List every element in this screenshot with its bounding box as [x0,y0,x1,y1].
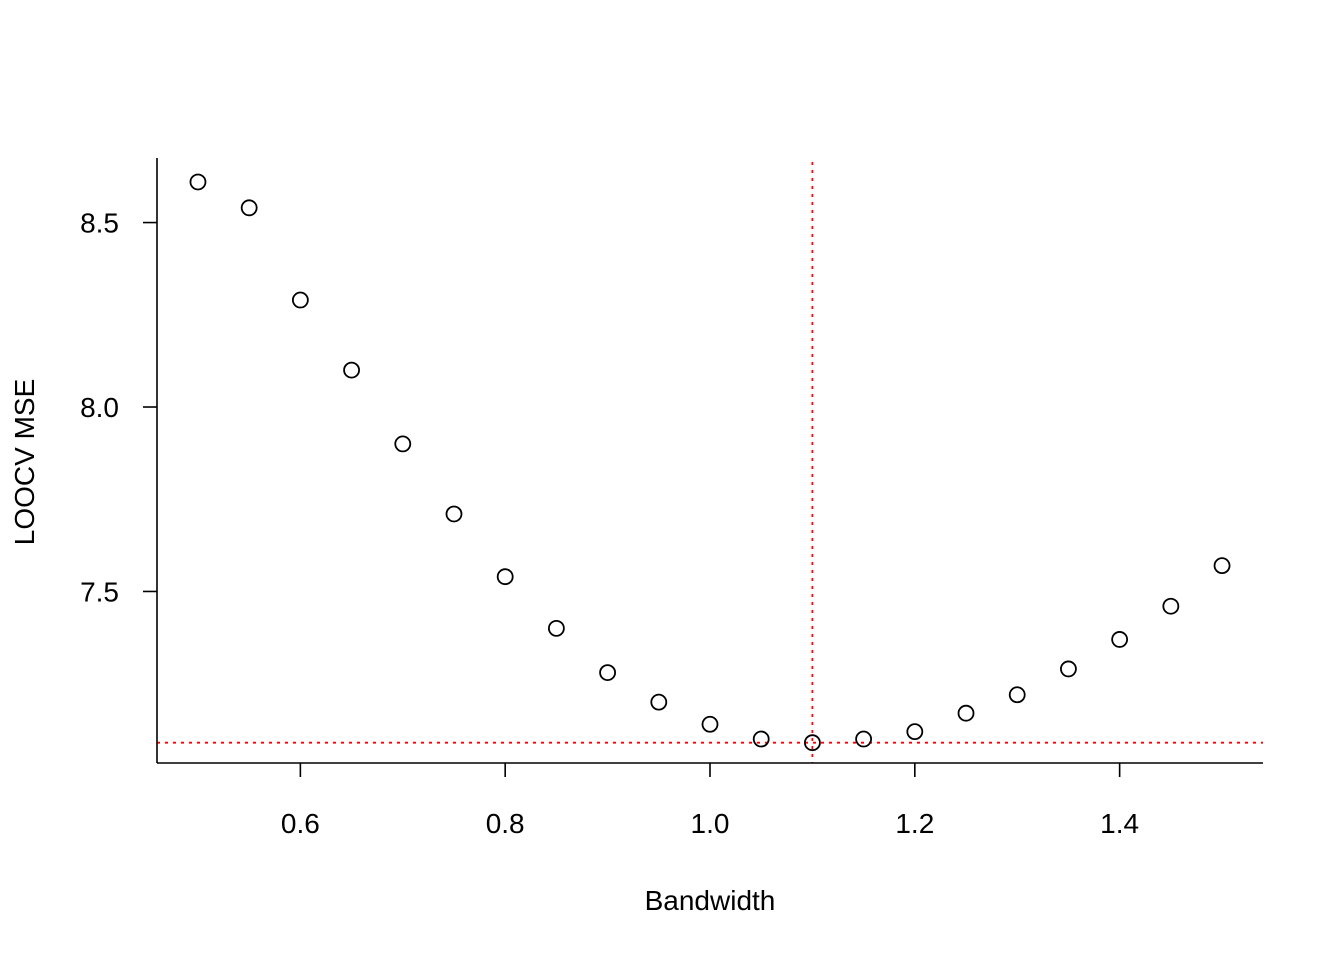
data-point [343,361,360,379]
y-axis-ticks: 7.5 8.0 8.5 [80,208,157,607]
x-axis-title: Bandwidth [645,885,776,916]
data-point [189,173,207,191]
y-axis-title: LOOCV MSE [9,379,40,545]
data-point [1008,686,1026,704]
data-point [752,730,770,748]
data-point [547,619,565,637]
data-point [650,693,668,711]
reference-lines [157,162,1263,763]
data-point [906,723,924,741]
x-tick-label: 1.2 [895,808,934,839]
data-point [1111,631,1129,648]
data-point [1213,557,1231,575]
y-tick-label: 7.5 [80,576,119,607]
data-point [291,291,309,309]
data-point [855,730,873,748]
x-axis-ticks: 0.6 0.8 1.0 1.2 1.4 [281,763,1139,839]
y-tick-label: 8.5 [80,208,119,239]
data-point [804,734,821,752]
data-point [599,664,616,682]
x-tick-label: 1.0 [691,808,730,839]
x-tick-label: 0.8 [486,808,525,839]
y-tick-label: 8.0 [80,392,119,423]
data-points [189,173,1231,752]
data-point [240,199,258,217]
data-point [1060,660,1077,678]
x-tick-label: 1.4 [1100,808,1139,839]
data-point [1162,597,1180,615]
data-point [394,435,412,453]
data-point [957,704,975,722]
data-point [496,568,514,586]
data-point [701,715,719,733]
x-tick-label: 0.6 [281,808,320,839]
data-point [445,505,463,523]
